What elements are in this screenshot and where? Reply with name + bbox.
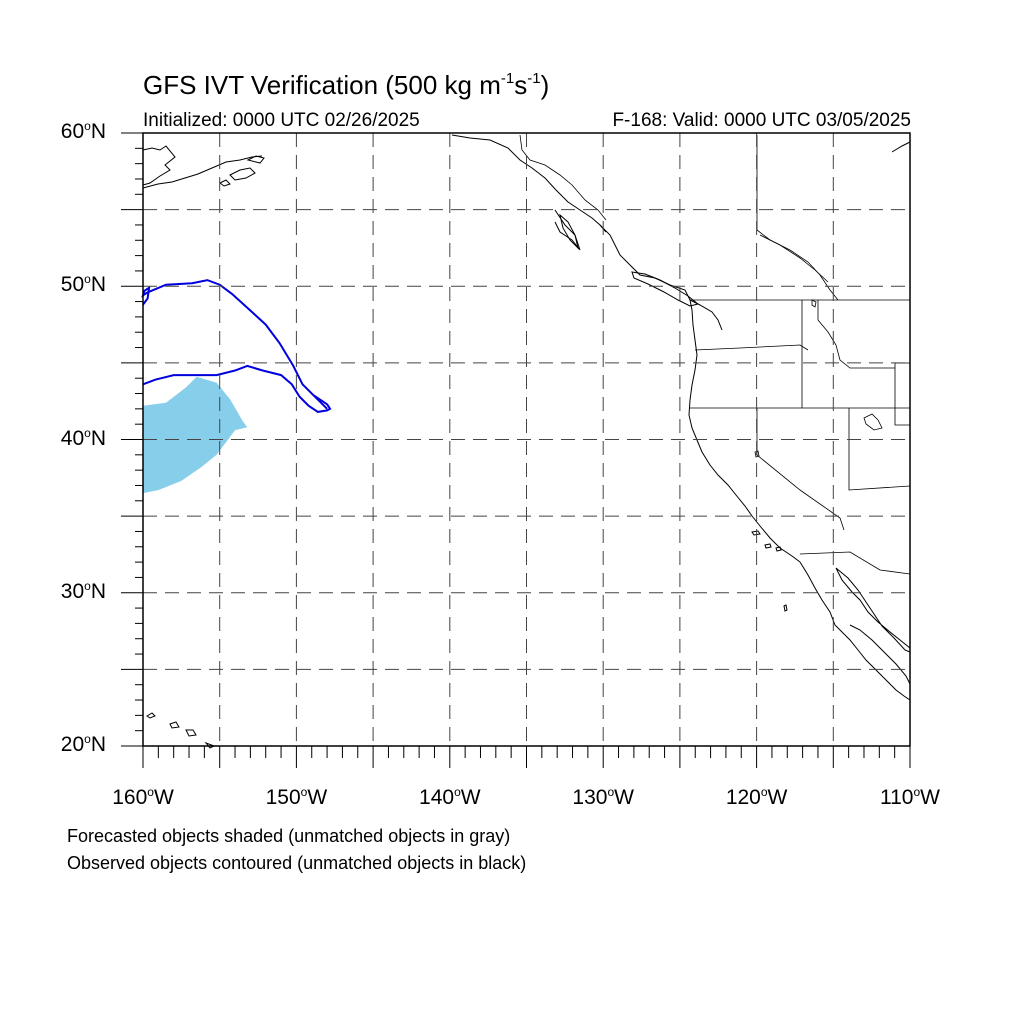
axis-ticks-layer bbox=[121, 132, 911, 768]
observed-object-contour-2 bbox=[142, 364, 332, 413]
graticule-layer bbox=[143, 133, 910, 746]
california-nevada-border bbox=[756, 408, 845, 531]
lon-label-110: 110oW bbox=[880, 785, 940, 809]
lat-label-60: 60oN bbox=[60, 119, 106, 143]
lat-label-30: 30oN bbox=[60, 578, 106, 603]
channel-islands bbox=[751, 530, 782, 552]
valid-time-label: F-168: Valid: 0000 UTC 03/05/2025 bbox=[612, 110, 911, 131]
observed-note: Observed objects contoured (unmatched ob… bbox=[67, 853, 527, 873]
hawaii-islands bbox=[146, 712, 216, 749]
canada-river bbox=[759, 234, 829, 283]
alaska-peninsula-coastline bbox=[142, 155, 263, 189]
political-borders-layer bbox=[519, 134, 911, 575]
mexico-mainland-coast bbox=[849, 624, 911, 685]
lon-label-160: 160oW bbox=[112, 785, 174, 809]
guadalupe-island bbox=[783, 604, 788, 612]
bc-coastline bbox=[554, 209, 723, 331]
forecast-object-shading bbox=[143, 376, 248, 494]
montana-wyoming-border bbox=[894, 362, 910, 426]
forecast-note: Forecasted objects shaded (unmatched obj… bbox=[67, 826, 511, 846]
alaska-canada-border bbox=[519, 134, 607, 221]
lat-label-40: 40oN bbox=[60, 425, 106, 450]
observed-object-contour-1 bbox=[141, 279, 328, 410]
us-mexico-border bbox=[799, 551, 911, 575]
haida-gwaii bbox=[559, 213, 579, 250]
lat-label-20: 20oN bbox=[60, 732, 106, 756]
northwest-territories-coast bbox=[891, 141, 911, 153]
nevada-utah-border bbox=[848, 408, 911, 491]
forecast-objects-layer bbox=[143, 376, 248, 494]
kodiak-island bbox=[229, 167, 256, 181]
alaska-islands bbox=[219, 155, 265, 187]
gulf-of-california-coast bbox=[835, 567, 911, 653]
washington-oregon-border bbox=[694, 344, 809, 351]
gulf-of-alaska-coast bbox=[451, 134, 607, 233]
observed-objects-layer bbox=[141, 279, 332, 413]
lake-pend-oreille bbox=[811, 299, 817, 308]
idaho-border bbox=[801, 300, 895, 408]
lat-label-50: 50oN bbox=[60, 272, 106, 297]
lon-label-120: 120oW bbox=[725, 785, 788, 809]
great-salt-lake bbox=[863, 413, 883, 431]
bc-alberta-border bbox=[756, 135, 839, 301]
vancouver-island bbox=[631, 271, 700, 307]
baja-coastline bbox=[799, 561, 911, 701]
lon-label-140: 140oW bbox=[419, 785, 481, 809]
init-time-label: Initialized: 0000 UTC 02/26/2025 bbox=[143, 110, 420, 131]
alaska-coastline bbox=[142, 145, 176, 186]
map-title: GFS IVT Verification (500 kg m-1s-1) bbox=[143, 70, 550, 100]
us-west-coastline bbox=[688, 299, 801, 563]
lon-label-130: 130oW bbox=[572, 785, 634, 809]
lon-label-150: 150oW bbox=[265, 785, 328, 809]
